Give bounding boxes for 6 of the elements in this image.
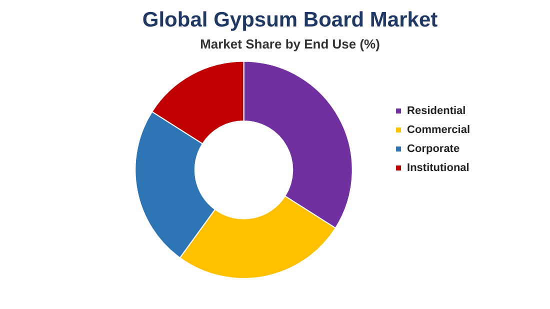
legend-label: Institutional [407,162,470,174]
chart-title: Global Gypsum Board Market [142,8,438,32]
legend-label: Commercial [407,124,470,136]
legend-label: Residential [407,105,466,118]
chart-subtitle: Market Share by End Use (%) [200,36,380,52]
legend-label: Corporate [407,143,460,156]
